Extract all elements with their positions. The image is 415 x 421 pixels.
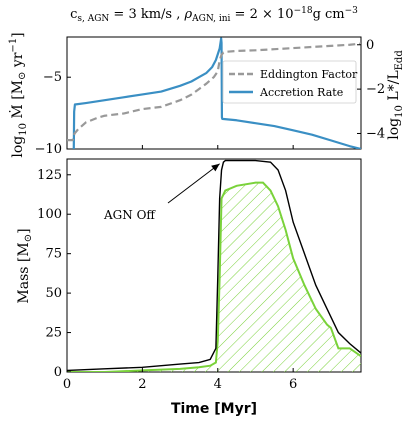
bottom-ytick-label: 75 — [45, 247, 62, 262]
agn-off-annotation: AGN Off — [103, 163, 220, 222]
bottom-x-label: Time [Myr] — [171, 401, 257, 417]
legend-label-eddington: Eddington Factor — [260, 68, 358, 81]
legend-box — [222, 60, 357, 104]
bottom-ytick-label: 125 — [37, 168, 62, 183]
agn-off-arrowhead — [211, 163, 220, 172]
bottom-series-group — [67, 159, 361, 372]
series-line-total-mass — [67, 159, 361, 372]
top-series-group — [67, 37, 361, 149]
top-panel: −10 −5 −4 −2 0 log10 Ṁ [M⊙ yr−1] log10 L*/LE… — [8, 32, 405, 157]
top-ytick-label: −10 — [35, 142, 62, 157]
legend-label-accretion: Accretion Rate — [259, 86, 343, 99]
series-line-eddington-factor — [67, 42, 361, 142]
series-line-accretion-rate — [72, 37, 361, 149]
top-axis-ticks: −10 −5 −4 −2 0 — [35, 38, 386, 157]
bottom-panel: 0 25 50 75 100 125 0 2 4 6 Mass [M⊙] Time [Myr] A… — [16, 158, 362, 417]
series-line-gas-mass — [67, 181, 361, 372]
bottom-ytick-label: 25 — [45, 326, 62, 341]
figure-title: cs, AGN = 3 km/s , ρAGN, ini = 2 × 10−18… — [70, 6, 358, 24]
top-y2tick-label: 0 — [366, 38, 374, 53]
top-legend: Eddington Factor Accretion Rate — [222, 60, 358, 104]
bottom-ytick-label: 100 — [37, 207, 62, 222]
bottom-ytick-label: 0 — [54, 365, 62, 380]
agn-off-arrow — [167, 163, 220, 204]
bottom-xtick-label: 6 — [289, 377, 297, 392]
agn-off-label: AGN Off — [103, 208, 156, 222]
top-y-label: log10 Ṁ [M⊙ yr−1] — [8, 32, 29, 157]
bottom-xtick-label: 0 — [63, 377, 71, 392]
bottom-xtick-label: 4 — [214, 377, 222, 392]
bottom-y-label: Mass [M⊙] — [16, 228, 34, 303]
bottom-xtick-label: 2 — [138, 377, 146, 392]
top-y2tick-label: −4 — [366, 126, 385, 141]
top-y2tick-label: −2 — [366, 82, 385, 97]
gas-mass-hatched-area — [67, 182, 361, 372]
top-plot-frame — [66, 36, 362, 150]
top-y2-label: log10 L*/LEdd — [386, 50, 405, 140]
bottom-ytick-label: 50 — [45, 286, 62, 301]
top-ytick-label: −5 — [43, 70, 62, 85]
bottom-axis-ticks: 0 25 50 75 100 125 0 2 4 6 — [37, 168, 297, 392]
